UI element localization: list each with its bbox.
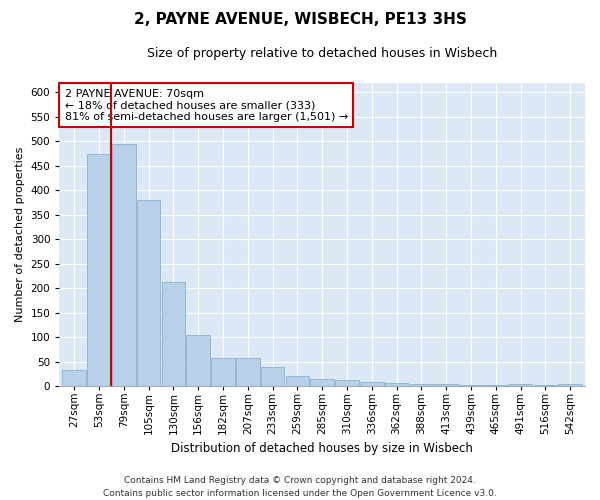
Bar [161, 282, 185, 386]
Bar [410, 384, 433, 386]
Bar [261, 368, 284, 386]
Bar [310, 379, 334, 386]
Bar [434, 384, 458, 386]
Bar [335, 380, 359, 386]
Bar [459, 384, 483, 386]
Bar [559, 384, 582, 386]
Text: 2 PAYNE AVENUE: 70sqm
← 18% of detached houses are smaller (333)
81% of semi-det: 2 PAYNE AVENUE: 70sqm ← 18% of detached … [65, 88, 348, 122]
Bar [187, 334, 210, 386]
Bar [112, 144, 136, 386]
Bar [236, 358, 260, 386]
X-axis label: Distribution of detached houses by size in Wisbech: Distribution of detached houses by size … [171, 442, 473, 455]
Title: Size of property relative to detached houses in Wisbech: Size of property relative to detached ho… [147, 48, 497, 60]
Bar [509, 384, 532, 386]
Text: Contains HM Land Registry data © Crown copyright and database right 2024.
Contai: Contains HM Land Registry data © Crown c… [103, 476, 497, 498]
Y-axis label: Number of detached properties: Number of detached properties [15, 146, 25, 322]
Bar [360, 382, 383, 386]
Bar [211, 358, 235, 386]
Bar [137, 200, 160, 386]
Bar [62, 370, 86, 386]
Bar [87, 154, 111, 386]
Text: 2, PAYNE AVENUE, WISBECH, PE13 3HS: 2, PAYNE AVENUE, WISBECH, PE13 3HS [134, 12, 466, 28]
Bar [286, 376, 309, 386]
Bar [385, 382, 409, 386]
